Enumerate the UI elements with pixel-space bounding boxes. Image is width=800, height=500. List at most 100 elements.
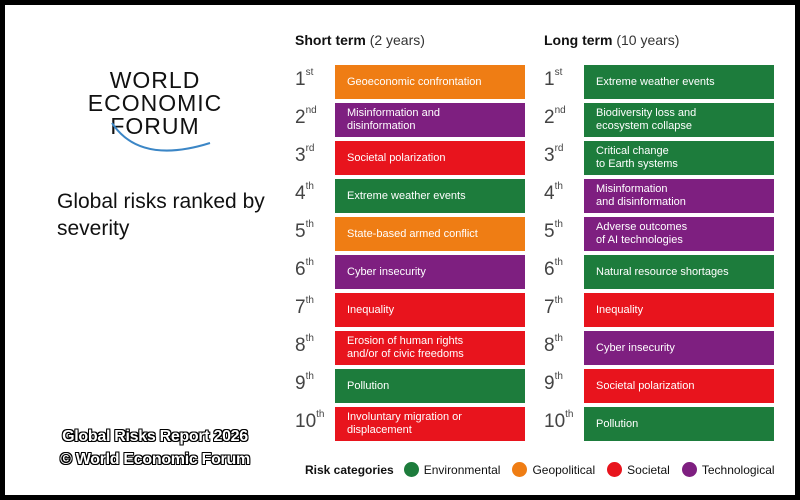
rank-suffix: th	[305, 181, 314, 192]
risk-label: ecosystem collapse	[596, 120, 692, 132]
risk-label: and/or of civic freedoms	[347, 348, 464, 360]
risk-box: Natural resource shortages	[584, 255, 774, 289]
rank-number: 5	[544, 221, 555, 242]
risk-box: Inequality	[335, 293, 525, 327]
rank-number: 9	[544, 373, 555, 394]
legend-title: Risk categories	[305, 462, 394, 477]
rank: 6th	[295, 257, 335, 281]
risk-label: Critical change	[596, 145, 669, 157]
rank: 3rd	[295, 143, 335, 167]
risk-label: Misinformation	[596, 183, 668, 195]
rank: 10th	[544, 409, 584, 433]
rank: 4th	[295, 181, 335, 205]
risk-label: Extreme weather events	[596, 75, 715, 88]
rank-suffix: rd	[554, 143, 564, 154]
risk-label: Pollution	[347, 379, 390, 392]
risk-box: Misinformation and disinformation	[335, 103, 525, 137]
risk-label: Cyber insecurity	[347, 265, 426, 278]
legend-swatch	[607, 462, 623, 477]
risk-box: Involuntary migration or displacement	[335, 407, 525, 441]
legend-label: Environmental	[423, 462, 501, 477]
rank-number: 10	[544, 411, 566, 432]
rank-suffix: th	[305, 257, 314, 268]
risk-box: Extreme weather events	[335, 179, 525, 213]
risk-label: Geoeconomic confrontation	[347, 75, 482, 88]
rank-suffix: th	[565, 409, 574, 420]
rank: 5th	[544, 219, 584, 243]
rank-suffix: th	[305, 333, 314, 344]
risk-label: Pollution	[596, 417, 639, 430]
risk-box: Geoeconomic confrontation	[335, 65, 525, 99]
risk-label: Inequality	[596, 303, 644, 316]
legend-item: Technological	[681, 462, 775, 477]
rank-suffix: th	[305, 295, 314, 306]
risk-label: displacement	[347, 424, 412, 436]
column-heading: Long term (10 years)	[544, 32, 679, 48]
rank-number: 6	[295, 259, 306, 280]
rank: 3rd	[544, 143, 584, 167]
risk-label: to Earth systems	[596, 158, 678, 170]
rank-suffix: rd	[305, 143, 315, 154]
rank-number: 9	[295, 373, 306, 394]
risk-label: Erosion of human rights	[347, 335, 464, 347]
rank-suffix: th	[316, 409, 325, 420]
title: Global risks ranked by severity	[57, 190, 265, 240]
rank: 8th	[295, 333, 335, 357]
rank-number: 4	[295, 183, 306, 204]
rank: 1st	[544, 67, 584, 91]
risk-box: Extreme weather events	[584, 65, 774, 99]
rank-number: 8	[544, 335, 555, 356]
risk-label: of AI technologies	[596, 234, 683, 246]
column-heading: Short term (2 years)	[295, 32, 425, 48]
rank: 8th	[544, 333, 584, 357]
rank-number: 3	[544, 145, 555, 166]
risk-label: Cyber insecurity	[596, 341, 675, 354]
risk-box: State-based armed conflict	[335, 217, 525, 251]
rank-suffix: th	[554, 181, 563, 192]
risk-label: Inequality	[347, 303, 395, 316]
logo-arc	[111, 122, 211, 152]
heading-period: (2 years)	[369, 32, 425, 48]
rank: 10th	[295, 409, 335, 433]
rank-number: 10	[295, 411, 317, 432]
rank-suffix: st	[305, 67, 314, 78]
risk-box: Misinformation and disinformation	[584, 179, 774, 213]
risk-box: Biodiversity loss and ecosystem collapse	[584, 103, 774, 137]
rank-number: 2	[295, 107, 306, 128]
legend-label: Technological	[701, 462, 775, 477]
legend-swatch	[512, 462, 528, 477]
risk-label: State-based armed conflict	[347, 227, 478, 240]
rank-suffix: th	[554, 257, 563, 268]
rank-number: 1	[295, 69, 306, 90]
risk-label: Extreme weather events	[347, 189, 466, 202]
risk-box: Pollution	[335, 369, 525, 403]
legend-swatch	[681, 462, 697, 477]
risk-label: Societal polarization	[347, 151, 446, 164]
risk-label: Natural resource shortages	[596, 265, 729, 278]
rank-suffix: st	[554, 67, 563, 78]
rank: 2nd	[295, 105, 335, 129]
heading-text: Short term	[295, 32, 366, 48]
legend-label: Geopolitical	[532, 462, 596, 477]
legend-item: Societal	[607, 462, 670, 477]
rank: 9th	[295, 371, 335, 395]
risk-label: and disinformation	[596, 196, 686, 208]
rank-number: 7	[295, 297, 306, 318]
rank-number: 2	[544, 107, 555, 128]
rank-suffix: th	[305, 219, 314, 230]
rank-number: 7	[544, 297, 555, 318]
legend-swatch	[403, 462, 419, 477]
watermark-line: © World Economic Forum	[60, 451, 250, 468]
rank-number: 6	[544, 259, 555, 280]
risk-box: Societal polarization	[335, 141, 525, 175]
watermark-line: Global Risks Report 2026	[62, 428, 248, 445]
rank-number: 1	[544, 69, 555, 90]
rank: 6th	[544, 257, 584, 281]
risk-box: Cyber insecurity	[335, 255, 525, 289]
rank-suffix: th	[554, 371, 563, 382]
legend-item: Environmental	[403, 462, 501, 477]
rank: 9th	[544, 371, 584, 395]
rank-suffix: nd	[305, 105, 317, 116]
risk-label: Societal polarization	[596, 379, 695, 392]
